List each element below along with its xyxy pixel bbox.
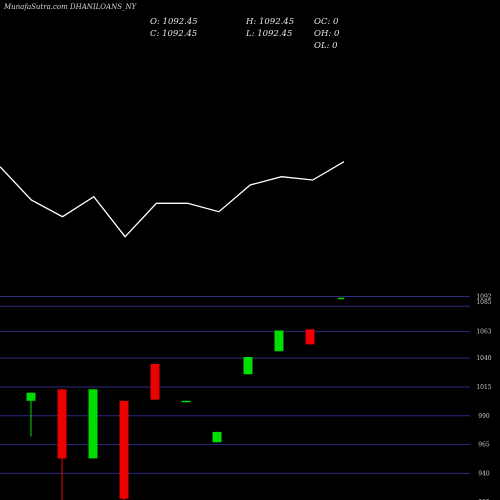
candle-body [181,400,191,403]
candle-body [26,392,36,401]
candle [338,297,344,300]
candle-body [88,389,98,459]
price-tick-label: 990 [478,413,490,420]
price-tick-label: 1040 [476,355,491,362]
candle [119,400,129,500]
chart-title: MunafaSutra.com DHANILOANS_NY [4,3,137,11]
oc-value: OC: 0 [314,17,339,27]
candle-body [274,330,284,352]
candle-body [212,431,222,443]
price-tick-label: 1015 [476,384,491,391]
candle-body [57,389,67,459]
price-tick-label: 1063 [476,329,491,336]
candle [305,329,315,345]
candle-body [338,297,344,300]
candle [150,363,160,400]
close-value: C: 1092.45 [150,29,198,39]
price-tick-label: 940 [478,470,490,477]
candle [243,356,253,375]
low-value: L: 1092.45 [246,29,293,39]
candle-body [305,329,315,345]
oh-value: OH: 0 [314,29,340,39]
candle-body [243,356,253,375]
price-gridlines [0,296,470,474]
candle [26,392,36,437]
price-tick-label: 965 [478,442,490,449]
candle [212,431,222,443]
line-chart [0,161,345,238]
candle [57,389,67,500]
ol-value: OL: 0 [314,41,338,51]
high-value: H: 1092.45 [246,17,295,27]
price-axis: 10921085106310401015990965940915 [476,294,491,500]
candlestick-chart [26,297,344,500]
candle [274,330,284,352]
candle-body [150,363,160,400]
price-line [0,161,345,238]
price-tick-label: 1085 [476,299,491,306]
open-value: O: 1092.45 [150,17,198,27]
candle-body [119,400,129,499]
price-tick-label: 1092 [476,294,491,301]
candle [181,400,191,403]
candle [88,389,98,459]
